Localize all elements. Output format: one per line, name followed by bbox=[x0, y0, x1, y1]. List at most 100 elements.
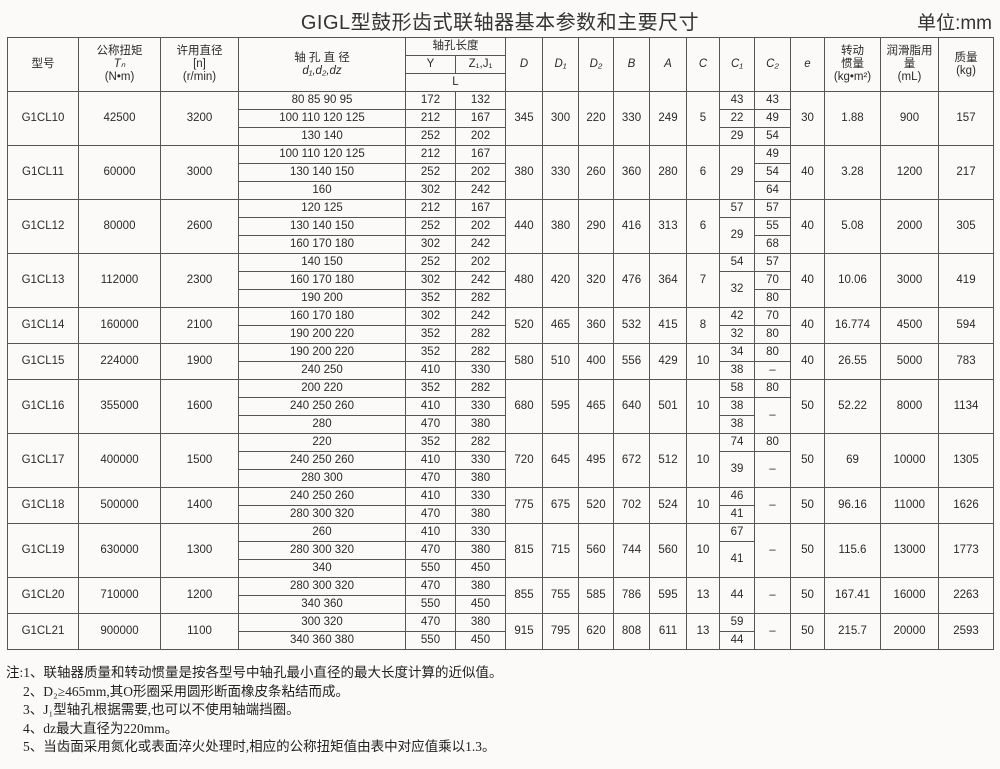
mass-cell: 1134 bbox=[938, 379, 994, 434]
D-cell: 480 bbox=[505, 253, 543, 308]
C2-cell: 68 bbox=[754, 235, 791, 254]
D-cell: 520 bbox=[505, 307, 543, 344]
note-4: 4、dz最大直径为220mm。 bbox=[23, 720, 179, 736]
D2-cell: 560 bbox=[578, 523, 614, 578]
C-cell: 8 bbox=[686, 307, 720, 344]
header-bore-label: 轴 孔 直 径 bbox=[294, 51, 350, 64]
header-torque: 公称扭矩 Tₙ (N•m) bbox=[78, 37, 161, 92]
D-cell: 775 bbox=[505, 487, 543, 524]
table-row: 340 360 380 550 450 44 bbox=[8, 631, 994, 650]
header-model: 型号 bbox=[7, 37, 79, 92]
B-cell: 808 bbox=[613, 613, 650, 650]
e-cell: 50 bbox=[790, 379, 825, 434]
e-cell: 50 bbox=[790, 523, 825, 578]
C2-cell: 64 bbox=[754, 181, 791, 200]
table-body: G1CL10 42500 3200 80 85 90 95 172 132 345 300 22… bbox=[7, 91, 994, 650]
C1-cell: 38 bbox=[719, 415, 755, 434]
length-z-cell: 450 bbox=[455, 559, 506, 578]
C1-cell: 59 bbox=[719, 613, 755, 632]
length-z-cell: 167 bbox=[455, 145, 506, 164]
length-y-cell: 410 bbox=[405, 451, 456, 470]
length-y-cell: 352 bbox=[405, 343, 456, 362]
bore-diameter-cell: 280 bbox=[238, 415, 406, 434]
speed-cell: 2100 bbox=[160, 307, 239, 344]
bore-diameter-cell: 340 360 bbox=[238, 595, 406, 614]
header-speed: 许用直径 [n] (r/min) bbox=[160, 37, 239, 92]
C-cell: 10 bbox=[686, 433, 720, 488]
bore-diameter-cell: 260 bbox=[238, 523, 406, 542]
B-cell: 330 bbox=[613, 91, 650, 146]
torque-cell: 80000 bbox=[78, 199, 161, 254]
C2-cell: – bbox=[754, 451, 791, 488]
C1-cell: 41 bbox=[719, 505, 755, 524]
header-inertia-unit: (kg•m²) bbox=[833, 71, 872, 83]
mass-cell: 1773 bbox=[938, 523, 994, 578]
bore-diameter-cell: 190 200 bbox=[238, 289, 406, 308]
mass-cell: 2593 bbox=[938, 613, 994, 650]
inertia-cell: 115.6 bbox=[824, 523, 881, 578]
header-C: C bbox=[686, 37, 720, 92]
header-mass-unit: (kg) bbox=[956, 64, 976, 77]
D2-cell: 360 bbox=[578, 307, 614, 344]
bore-diameter-cell: 340 bbox=[238, 559, 406, 578]
mass-cell: 783 bbox=[938, 343, 994, 380]
length-z-cell: 380 bbox=[455, 415, 506, 434]
A-cell: 611 bbox=[649, 613, 687, 650]
e-cell: 40 bbox=[790, 145, 825, 200]
C2-cell: 49 bbox=[754, 145, 791, 164]
length-z-cell: 450 bbox=[455, 595, 506, 614]
unit-label: 单位:mm bbox=[917, 13, 992, 34]
torque-cell: 500000 bbox=[78, 487, 161, 524]
B-cell: 360 bbox=[613, 145, 650, 200]
C2-cell: 55 bbox=[754, 217, 791, 236]
grease-cell: 5000 bbox=[880, 343, 939, 380]
C1-cell: 57 bbox=[719, 199, 755, 218]
length-y-cell: 252 bbox=[405, 127, 456, 146]
note-3: 3、J₁型轴孔根据需要,也可以不使用轴端挡圈。 bbox=[23, 702, 300, 717]
length-y-cell: 470 bbox=[405, 415, 456, 434]
torque-cell: 224000 bbox=[78, 343, 161, 380]
grease-cell: 10000 bbox=[880, 433, 939, 488]
length-z-cell: 242 bbox=[455, 307, 506, 326]
bore-diameter-cell: 130 140 150 bbox=[238, 217, 406, 236]
table-row: G1CL10 42500 3200 80 85 90 95 172 132 345 300 22… bbox=[7, 91, 994, 146]
length-y-cell: 550 bbox=[405, 631, 456, 650]
speed-cell: 1600 bbox=[160, 379, 239, 434]
D1-cell: 675 bbox=[542, 487, 579, 524]
D1-cell: 595 bbox=[542, 379, 579, 434]
speed-cell: 3000 bbox=[160, 145, 239, 200]
table-row: 160 302 242 64 bbox=[8, 181, 994, 200]
D1-cell: 330 bbox=[542, 145, 579, 200]
model-cell: G1CL19 bbox=[7, 523, 79, 578]
grease-cell: 16000 bbox=[880, 577, 939, 614]
length-y-cell: 550 bbox=[405, 595, 456, 614]
length-z-cell: 282 bbox=[455, 343, 506, 362]
bore-diameter-cell: 240 250 bbox=[238, 361, 406, 380]
note-5: 5、当齿面采用氮化或表面淬火处理时,相应的公称扭矩值由表中对应值乘以1.3。 bbox=[23, 739, 496, 754]
length-z-cell: 330 bbox=[455, 451, 506, 470]
B-cell: 786 bbox=[613, 577, 650, 614]
B-cell: 702 bbox=[613, 487, 650, 524]
grease-cell: 900 bbox=[880, 91, 939, 146]
A-cell: 364 bbox=[649, 253, 687, 308]
D1-cell: 420 bbox=[542, 253, 579, 308]
C1-cell: 32 bbox=[719, 325, 755, 344]
header-e: e bbox=[790, 37, 825, 92]
C1-cell: 29 bbox=[719, 217, 755, 254]
e-cell: 50 bbox=[790, 577, 825, 614]
D2-cell: 260 bbox=[578, 145, 614, 200]
D2-cell: 585 bbox=[578, 577, 614, 614]
table-header: 型号 公称扭矩 Tₙ (N•m) 许用直径 [n] (r/min) 轴 孔 直 径 d₁,… bbox=[7, 37, 994, 92]
D2-cell: 495 bbox=[578, 433, 614, 488]
D-cell: 680 bbox=[505, 379, 543, 434]
length-y-cell: 410 bbox=[405, 361, 456, 380]
grease-cell: 4500 bbox=[880, 307, 939, 344]
length-z-cell: 202 bbox=[455, 217, 506, 236]
table-row: G1CL18 500000 1400 240 250 260 410 330 775 675 5… bbox=[7, 487, 994, 524]
C-cell: 13 bbox=[686, 577, 720, 614]
A-cell: 501 bbox=[649, 379, 687, 434]
A-cell: 595 bbox=[649, 577, 687, 614]
torque-cell: 160000 bbox=[78, 307, 161, 344]
C2-cell: 54 bbox=[754, 163, 791, 182]
model-cell: G1CL16 bbox=[7, 379, 79, 434]
